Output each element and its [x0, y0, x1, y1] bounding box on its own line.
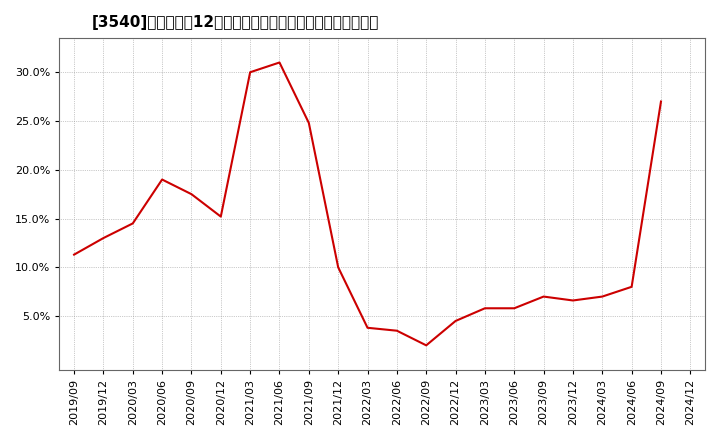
Text: [3540]　売上高の12か月移動合計の対前年同期増減率の推移: [3540] 売上高の12か月移動合計の対前年同期増減率の推移 — [91, 15, 379, 30]
